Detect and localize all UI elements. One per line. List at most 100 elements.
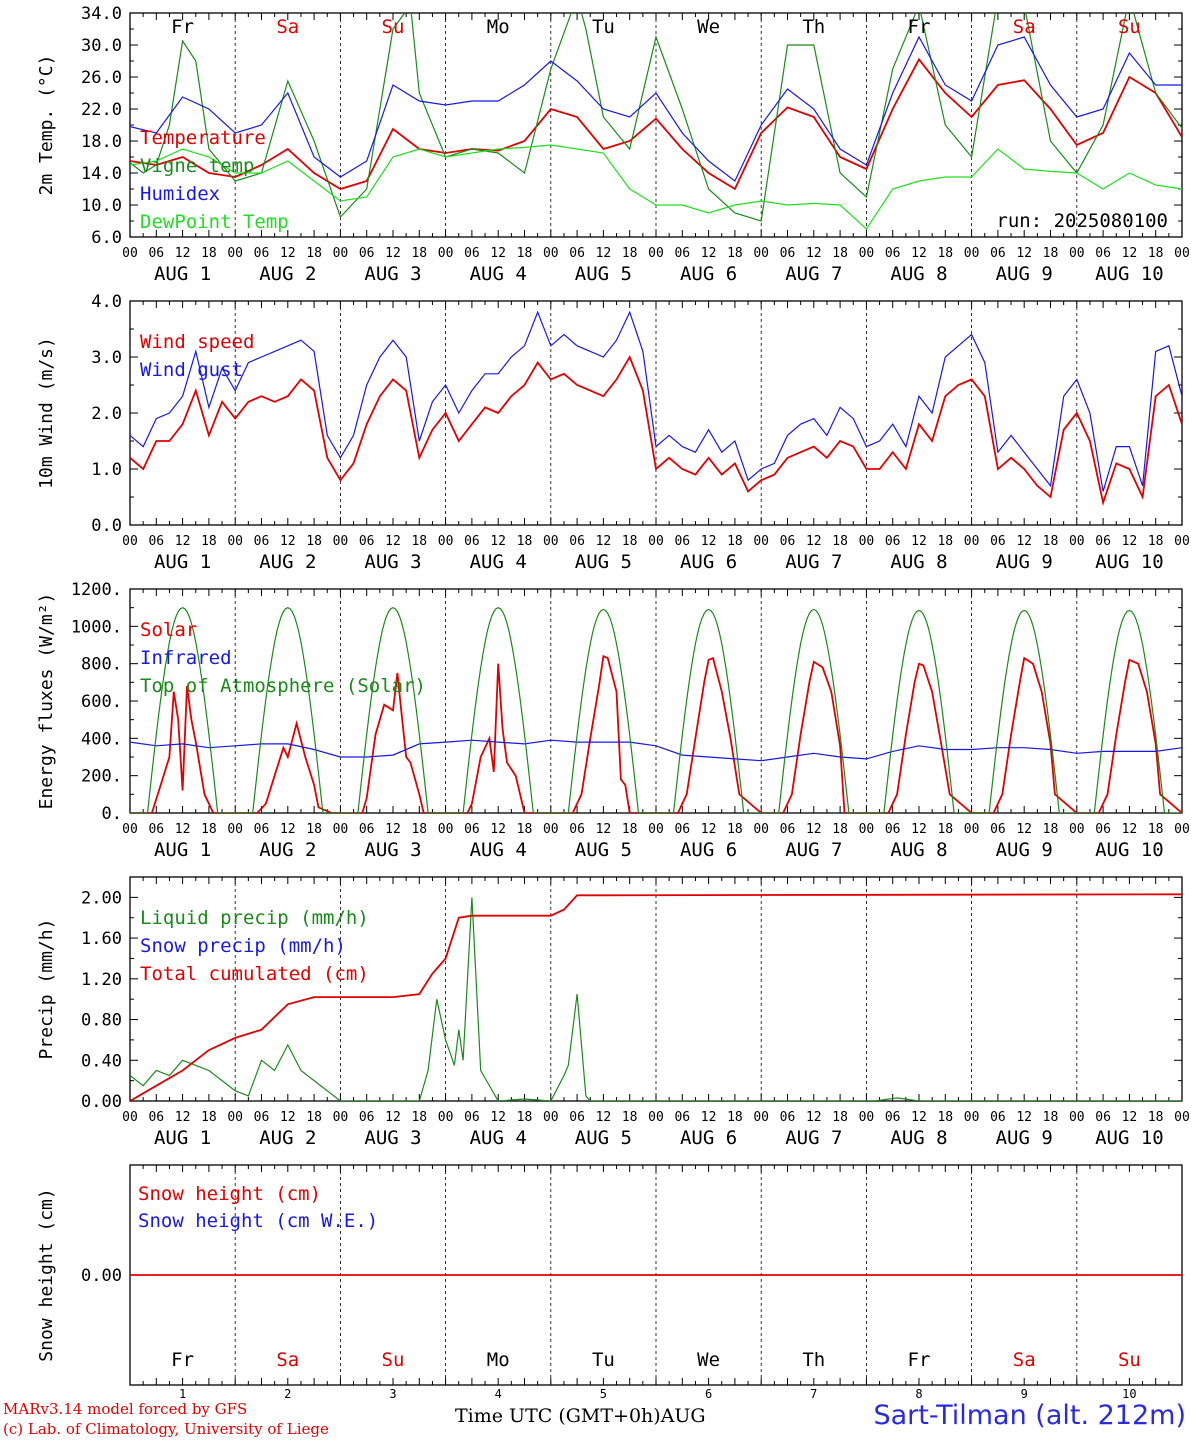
hour-label: 18: [306, 1110, 322, 1125]
hour-label: 12: [280, 822, 296, 837]
hour-label: 12: [1122, 822, 1138, 837]
date-label: AUG 3: [364, 263, 421, 285]
hour-label: 06: [885, 822, 901, 837]
hour-label: 00: [648, 534, 664, 549]
hour-label: 12: [280, 246, 296, 261]
legend-humidex: Humidex: [140, 183, 220, 205]
hour-label: 06: [569, 1110, 585, 1125]
date-label: AUG 2: [259, 551, 316, 573]
legend-snow-height-cm-w-e: Snow height (cm W.E.): [138, 1210, 378, 1232]
day-number: 2: [284, 1387, 291, 1401]
model-label: MARv3.14 model forced by GFS: [3, 1400, 248, 1418]
panel-1: 6.0 10.0 14.0 18.0 22.0 26.0 30.0 34.0 2m Temp. …: [36, 4, 1190, 285]
series-temperature: [130, 57, 1182, 191]
day-number: 1: [179, 1387, 186, 1401]
date-label: AUG 1: [154, 263, 211, 285]
date-label: AUG 9: [996, 839, 1053, 861]
run-annotation: run: 2025080100: [996, 210, 1168, 232]
hour-label: 06: [1095, 534, 1111, 549]
hour-label: 12: [806, 822, 822, 837]
day-number: 7: [810, 1387, 817, 1401]
day-number: 10: [1122, 1387, 1136, 1401]
day-abbr: Th: [802, 1349, 825, 1371]
hour-label: 00: [122, 246, 138, 261]
hour-label: 06: [674, 822, 690, 837]
hour-label: 12: [490, 1110, 506, 1125]
hour-label: 18: [727, 246, 743, 261]
hour-label: 12: [175, 1110, 191, 1125]
hour-label: 06: [1095, 246, 1111, 261]
hour-label: 06: [990, 1110, 1006, 1125]
day-number: 3: [389, 1387, 396, 1401]
date-label: AUG 1: [154, 1127, 211, 1149]
hour-label: 18: [517, 534, 533, 549]
hour-label: 18: [201, 246, 217, 261]
date-label: AUG 10: [1095, 839, 1164, 861]
hour-label: 18: [306, 822, 322, 837]
day-number: 8: [915, 1387, 922, 1401]
date-label: AUG 5: [575, 551, 632, 573]
panel-frame: [129, 12, 1183, 238]
y-tick-label: 0.80: [81, 1011, 122, 1031]
day-number: 5: [600, 1387, 607, 1401]
hour-label: 00: [1069, 1110, 1085, 1125]
series-humidex: [130, 35, 1182, 182]
hour-label: 18: [201, 534, 217, 549]
date-label: AUG 9: [996, 1127, 1053, 1149]
hour-label: 18: [1043, 534, 1059, 549]
panel-2: 0.0 1.0 2.0 3.0 4.0 10m Wind (m/s) 00 06 12 18 AUG…: [36, 292, 1190, 573]
hour-label: 00: [543, 246, 559, 261]
hour-label: 00: [964, 246, 980, 261]
hour-label: 18: [1148, 822, 1164, 837]
y-axis-label: Snow height (cm): [36, 1188, 57, 1361]
hour-label: 06: [464, 246, 480, 261]
hour-label: 06: [990, 822, 1006, 837]
time-axis-label: Time UTC (GMT+0h)AUG: [455, 1405, 706, 1427]
hour-label: 12: [806, 534, 822, 549]
day-abbr: Sa: [276, 1349, 299, 1371]
hour-label: 00: [753, 822, 769, 837]
hour-label: 18: [832, 534, 848, 549]
hour-label: 00: [964, 822, 980, 837]
series-wind-speed: [130, 354, 1182, 506]
legend-dewpoint-temp: DewPoint Temp: [140, 211, 289, 233]
y-axis-label: 10m Wind (m/s): [36, 337, 57, 489]
hour-label: 00: [543, 822, 559, 837]
y-tick-label: 1.0: [91, 460, 122, 480]
date-label: AUG 4: [470, 839, 527, 861]
series-liquid-precip-mm-h: [130, 897, 1182, 1101]
hour-label: 06: [780, 822, 796, 837]
hour-label: 12: [490, 534, 506, 549]
legend-temperature: Temperature: [140, 127, 266, 149]
hour-label: 12: [701, 534, 717, 549]
hour-label: 18: [832, 822, 848, 837]
hour-label: 18: [622, 246, 638, 261]
day-abbr: Mo: [487, 1349, 510, 1371]
hour-label: 12: [385, 1110, 401, 1125]
hour-label: 12: [1016, 822, 1032, 837]
hour-label: 00: [859, 822, 875, 837]
hour-label: 06: [254, 534, 270, 549]
hour-label: 06: [990, 534, 1006, 549]
hour-label: 06: [359, 1110, 375, 1125]
hour-label: 00: [1069, 822, 1085, 837]
hour-label: 12: [175, 534, 191, 549]
date-label: AUG 7: [785, 1127, 842, 1149]
hour-label: 18: [411, 534, 427, 549]
hour-label: 00: [1174, 246, 1190, 261]
hour-label: 06: [1095, 1110, 1111, 1125]
hour-label: 00: [1069, 246, 1085, 261]
date-label: AUG 6: [680, 1127, 737, 1149]
hour-label: 12: [1016, 246, 1032, 261]
hour-label: 12: [596, 246, 612, 261]
hour-label: 06: [569, 246, 585, 261]
legend-liquid-precip-mm-h: Liquid precip (mm/h): [140, 907, 369, 929]
date-label: AUG 5: [575, 263, 632, 285]
hour-label: 00: [333, 534, 349, 549]
y-tick-label: 600.: [81, 692, 122, 712]
hour-label: 18: [1148, 1110, 1164, 1125]
legend-vigne-temp: Vigne temp: [140, 155, 254, 177]
hour-label: 12: [596, 822, 612, 837]
hour-label: 00: [333, 1110, 349, 1125]
